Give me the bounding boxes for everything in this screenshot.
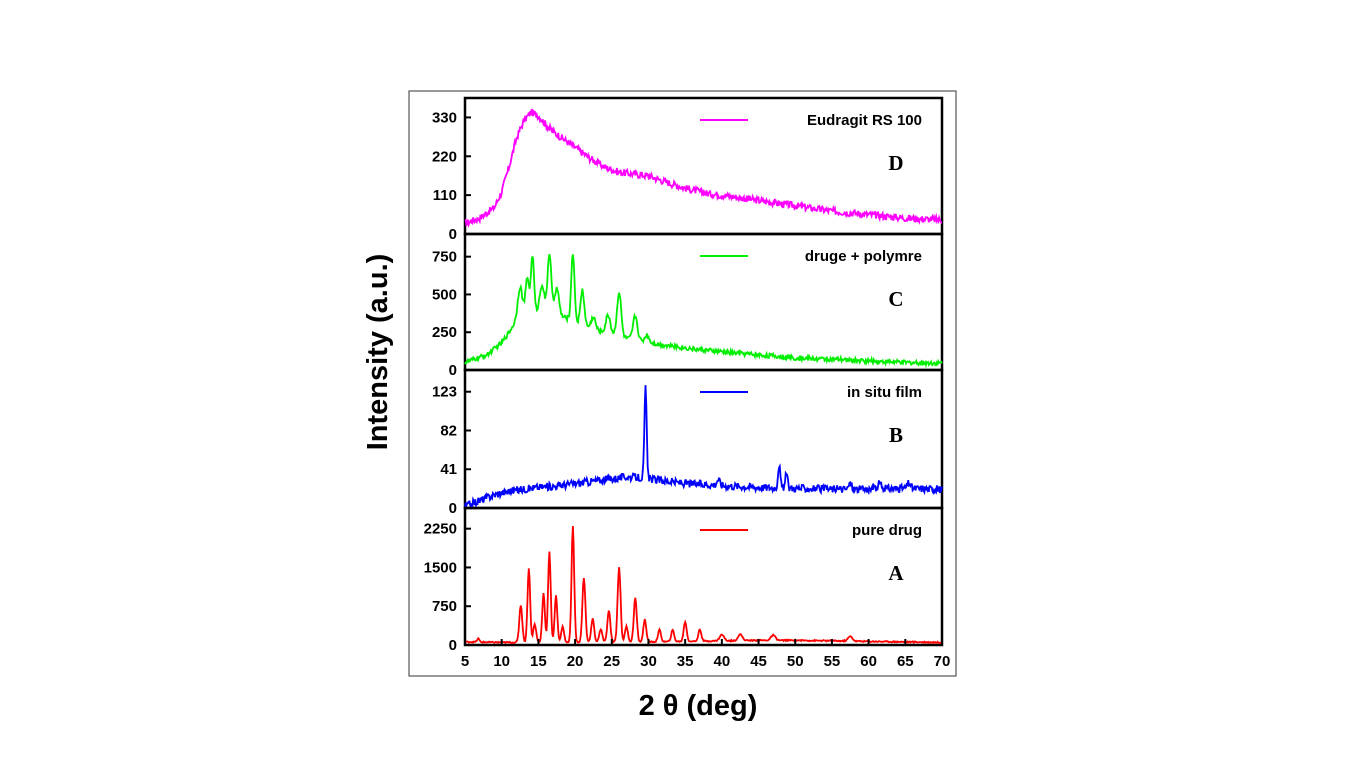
y-tick-label: 0 [449,500,457,517]
y-tick-label: 750 [432,598,457,615]
y-tick-label: 500 [432,286,457,303]
x-tick-label: 60 [860,653,877,670]
x-tick-label: 25 [603,653,620,670]
panel-A: 0 750 1500 2250 pure drug A [424,506,944,654]
y-tick-label: 2250 [424,521,457,538]
y-tick-label: 1500 [424,559,457,576]
y-tick-label: 250 [432,324,457,341]
y-tick-label: 750 [432,249,457,266]
panel-B: 0 41 82 123 in situ film B [432,368,944,517]
series-line-A [464,526,943,645]
series-line-D [464,108,943,229]
y-tick-label: 330 [432,109,457,126]
y-tick-label: 41 [440,461,457,478]
x-tick-label: 40 [714,653,731,670]
panel-letter: A [888,561,904,585]
y-axis-label: Intensity (a.u.) [362,254,394,451]
y-tick-label: 0 [449,637,457,654]
figure-frame [408,90,957,677]
series-line-B [464,385,943,511]
x-axis-label: 2 θ (deg) [639,690,758,722]
panel-D: 0 110 220 330 Eudragit RS 100 D [432,96,944,243]
y-tick-label: 110 [433,187,457,204]
legend-label: pure drug [852,522,922,539]
panel-C: 0 250 500 750 druge + polymre C [432,232,944,379]
x-tick-label: 65 [897,653,914,670]
x-tick-label: 20 [567,653,584,670]
x-tick-label: 15 [530,653,547,670]
legend-label: druge + polymre [805,248,922,265]
x-tick-label: 55 [824,653,841,670]
x-tick-label: 70 [934,653,951,670]
x-tick-label: 45 [750,653,767,670]
panel-letter: D [888,151,903,175]
y-tick-label: 0 [449,226,457,243]
panel-letter: B [889,423,903,447]
legend-label: in situ film [847,384,922,401]
y-tick-label: 123 [432,384,457,401]
x-tick-label: 50 [787,653,804,670]
panel-frame [463,506,944,647]
x-tick-label: 10 [493,653,510,670]
y-tick-label: 0 [449,362,457,379]
y-tick-label: 220 [432,148,457,165]
panel-letter: C [888,287,903,311]
y-tick-label: 82 [440,422,457,439]
legend-label: Eudragit RS 100 [807,112,922,129]
x-tick-label: 35 [677,653,694,670]
x-tick-label: 30 [640,653,657,670]
x-axis: 5 10 15 20 25 30 35 40 45 50 55 60 65 70 [461,639,951,670]
x-tick-label: 5 [461,653,469,670]
series-line-C [464,254,943,369]
panels: 0 110 220 330 Eudragit RS 100 D 0 250 500 750 drug… [424,96,944,654]
